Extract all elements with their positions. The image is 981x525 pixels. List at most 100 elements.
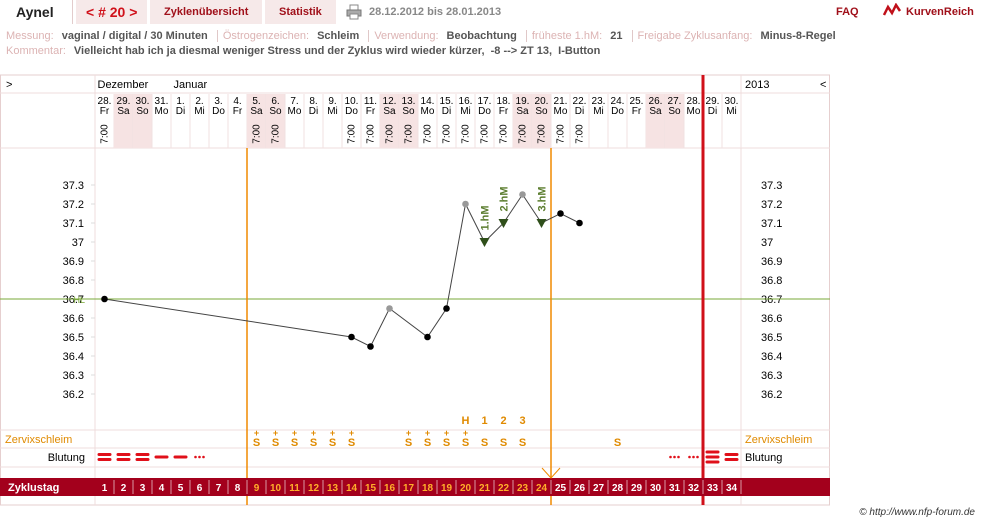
temperature-point xyxy=(348,333,355,341)
weekday-label: Fr xyxy=(100,106,110,117)
weekday-label: Mo xyxy=(554,106,568,117)
footer: © http://www.nfp-forum.de xyxy=(859,507,975,518)
y-tick-label: 36.9 xyxy=(63,256,84,268)
cycle-day: 1 xyxy=(102,483,108,494)
mucus-plus: + xyxy=(444,428,449,438)
y-tick-label-right: 36.7 xyxy=(761,294,782,306)
weekday-label: Do xyxy=(345,106,358,117)
y-tick-label-right: 37 xyxy=(761,237,773,249)
mucus-sign: S xyxy=(272,437,279,449)
time-label: 7:00 xyxy=(366,124,377,144)
date-label: 2. xyxy=(195,96,203,107)
period: 28.12.2012 bis 28.01.2013 xyxy=(369,6,502,18)
time-label: 7:00 xyxy=(518,124,529,144)
bleeding-mark xyxy=(173,455,188,459)
cycle-day: 25 xyxy=(555,483,567,494)
cycle-day-bar xyxy=(0,478,830,496)
date-label: 22. xyxy=(573,96,587,107)
date-label: 9. xyxy=(328,96,336,107)
mucus-sign: S xyxy=(462,437,469,449)
mucus-sign: S xyxy=(614,437,621,449)
weekday-label: So xyxy=(402,106,415,117)
time-label: 7:00 xyxy=(347,124,358,144)
bleeding-dot xyxy=(688,455,691,459)
weekday-label: Sa xyxy=(383,106,396,117)
date-label: 25. xyxy=(630,96,644,107)
bleeding-bar xyxy=(135,458,150,461)
weekday-label: Mi xyxy=(327,106,338,117)
date-label: 14. xyxy=(421,96,435,107)
cycle-day: 7 xyxy=(216,483,222,494)
cycle-day: 33 xyxy=(707,483,719,494)
cycle-nav[interactable]: < # 20 > xyxy=(76,0,148,24)
y-tick-label: 36.7 xyxy=(63,294,84,306)
mucus-label-right: Zervixschleim xyxy=(745,434,812,446)
date-label: 23. xyxy=(592,96,606,107)
comment: Vielleicht hab ich ja diesmal weniger St… xyxy=(73,45,601,57)
bleeding-bar xyxy=(705,460,720,464)
high-marker-label: 3.hM xyxy=(537,186,549,211)
bleeding-bar xyxy=(154,455,169,459)
chart: > <2013Dezember28.Fr7:0029.Sa30.So31.MoJa… xyxy=(0,74,830,506)
weekday-label: Mi xyxy=(593,106,604,117)
weekday-label: Di xyxy=(176,106,185,117)
bleeding-dot xyxy=(669,455,672,459)
y-tick-label: 37 xyxy=(72,237,84,249)
bleeding-dot xyxy=(696,455,699,459)
info-value: Schleim xyxy=(317,30,360,42)
y-tick-label: 36.3 xyxy=(63,370,84,382)
logo-icon xyxy=(882,3,902,16)
peak-label: 3 xyxy=(519,415,525,427)
date-label: 3. xyxy=(214,96,222,107)
date-label: 6. xyxy=(271,96,279,107)
weekday-label: Mo xyxy=(421,106,435,117)
cycle-day: 32 xyxy=(688,483,700,494)
bleeding-bar xyxy=(116,453,131,456)
mucus-plus: + xyxy=(349,428,354,438)
weekend-shade xyxy=(665,94,684,148)
date-label: 12. xyxy=(383,96,397,107)
weekday-label: Sa xyxy=(516,106,529,117)
weekday-label: So xyxy=(535,106,548,117)
phase-marker xyxy=(541,467,561,479)
faq-link[interactable]: FAQ xyxy=(836,6,859,18)
weekday-label: Mi xyxy=(726,106,737,117)
cycle-day: 29 xyxy=(631,483,643,494)
y-tick-label-right: 36.6 xyxy=(761,313,782,325)
date-label: 4. xyxy=(233,96,241,107)
bleeding-mark xyxy=(688,455,699,459)
logo[interactable]: KurvenReich xyxy=(906,6,974,18)
nav-right: < xyxy=(820,79,826,91)
bleeding-label: Blutung xyxy=(48,452,85,464)
time-label: 7:00 xyxy=(461,124,472,144)
y-tick-label-right: 36.4 xyxy=(761,351,782,363)
info-value: 21 xyxy=(610,30,623,42)
date-label: 10. xyxy=(345,96,359,107)
cycle-day: 3 xyxy=(140,483,146,494)
cycle-day: 10 xyxy=(270,483,282,494)
tab[interactable]: Statistik xyxy=(265,0,336,24)
date-label: 21. xyxy=(554,96,568,107)
bleeding-dot xyxy=(198,455,201,459)
y-tick-label: 37.2 xyxy=(63,199,84,211)
time-label: 7:00 xyxy=(252,124,263,144)
bleeding-dot xyxy=(194,455,197,459)
cycle-day: 23 xyxy=(517,483,529,494)
tab[interactable]: Zyklenübersicht xyxy=(150,0,263,24)
time-label: 7:00 xyxy=(423,124,434,144)
temperature-point xyxy=(443,305,450,312)
mucus-plus: + xyxy=(273,428,278,438)
cycle-day: 20 xyxy=(460,483,472,494)
time-label: 7:00 xyxy=(442,124,453,144)
bleeding-mark xyxy=(194,455,205,459)
mucus-plus: + xyxy=(311,428,316,438)
date-label: 16. xyxy=(459,96,473,107)
cycle-day: 22 xyxy=(498,483,510,494)
bleeding-mark xyxy=(724,453,739,461)
weekend-shade xyxy=(133,94,152,148)
date-label: 28. xyxy=(687,96,701,107)
info-value: Beobachtung xyxy=(446,30,517,42)
year-label: 2013 xyxy=(745,79,769,91)
print-icon[interactable] xyxy=(346,4,362,20)
info-label: Verwendung: xyxy=(368,30,439,42)
